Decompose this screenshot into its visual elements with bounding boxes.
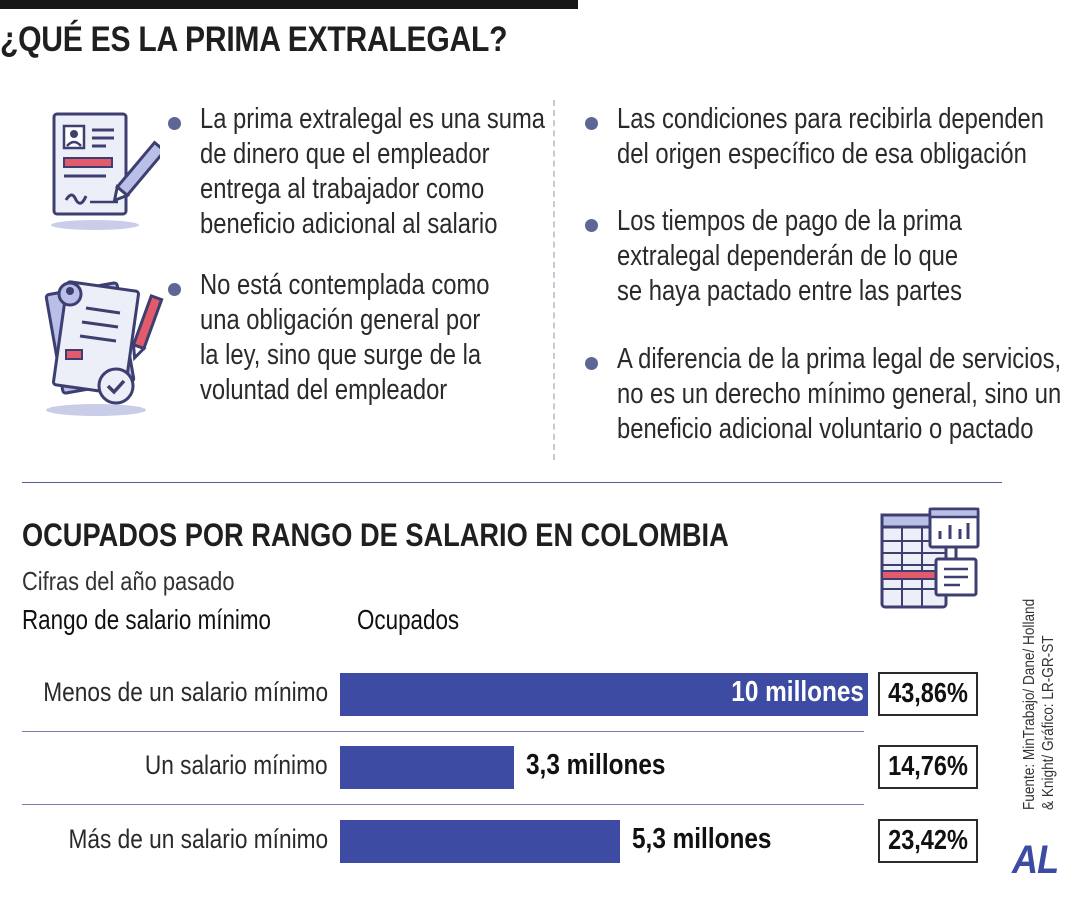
bar [340,820,620,863]
category-header: Rango de salario mínimo [22,604,272,635]
bar-value-label: 5,3 millones [632,823,772,855]
publisher-logo: AL [1012,838,1059,882]
bullet-text: Los tiempos de pago de la prima extraleg… [617,205,963,307]
bar-value-label: 10 millones [731,676,864,708]
source-line: Fuente: MinTrabajo/ Dane/ Holland [1021,598,1038,810]
bar [340,746,514,789]
percent-box: 43,86% [878,672,978,716]
chart-title: OCUPADOS POR RANGO DE SALARIO EN COLOMBI… [22,517,729,553]
section-divider [22,482,1002,483]
bar-value-label: 3,3 millones [526,749,666,781]
bullet-dot [585,219,598,232]
spreadsheet-chart-icon [880,507,980,609]
bar [340,673,868,716]
chart-subtitle: Cifras del año pasado [22,566,235,596]
percent-label: 23,42% [888,824,968,855]
category-label: Menos de un salario mínimo [43,677,328,707]
row-divider [22,804,864,805]
source-line: & Knight/ Gráfico: LR-GR-ST [1040,635,1057,810]
bullet-dot [168,117,181,130]
signed-contract-icon [44,280,164,416]
bullet-dot [585,357,598,370]
percent-box: 14,76% [878,745,978,789]
category-label: Más de un salario mínimo [68,824,328,854]
page-title: ¿QUÉ ES LA PRIMA EXTRALEGAL? [0,20,508,59]
bullet-text: Las condiciones para recibirla dependen … [617,103,1045,170]
value-header: Ocupados [357,604,460,635]
category-label: Un salario mínimo [145,750,328,780]
bullet-text: No está contemplada como una obligación … [200,269,490,406]
bullet-dot [585,117,598,130]
resume-document-icon [51,112,160,230]
top-rule [0,0,578,9]
percent-label: 43,86% [888,677,968,708]
bullet-text: La prima extralegal es una suma de diner… [200,103,546,240]
bullet-text: A diferencia de la prima legal de servic… [617,343,1062,445]
column-divider [553,100,555,460]
row-divider [22,731,864,732]
percent-box: 23,42% [878,819,978,863]
source-note: Fuente: MinTrabajo/ Dane/ Holland & Knig… [1020,570,1058,810]
bullet-dot [168,283,181,296]
percent-label: 14,76% [888,750,968,781]
